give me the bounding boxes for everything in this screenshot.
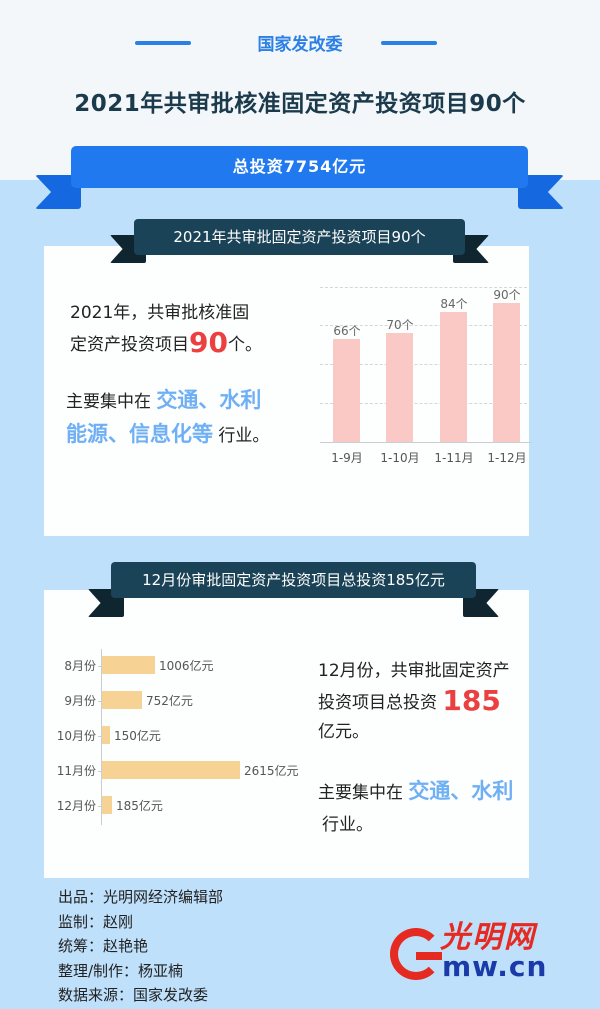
y-tick-label: 12月份 [56, 799, 96, 813]
bar-1-10月 [386, 333, 413, 442]
bar-12月份 [102, 796, 112, 814]
bar-8月份 [102, 656, 155, 674]
bar-9月份 [102, 691, 142, 709]
bar-value-label: 185亿元 [116, 799, 163, 813]
header-divider-left [135, 41, 191, 45]
credit-producer: 出品：光明网经济编辑部 [58, 888, 224, 906]
bar-1-9月 [333, 339, 360, 442]
bar-10月份 [102, 726, 110, 744]
project-count: 90 [189, 326, 228, 359]
credit-supervisor: 监制：赵刚 [58, 912, 134, 931]
x-tick-label: 1-9月 [331, 451, 363, 465]
bar-value-label: 66个 [333, 324, 361, 338]
bar-value-label: 752亿元 [146, 694, 193, 708]
section2-focus: 主要集中在 交通、水利 行业。 [318, 775, 513, 841]
summary-text: 定资产投资项目 [70, 335, 189, 355]
total-investment-banner: 总投资7754亿元 [71, 146, 528, 188]
bar-value-label: 2615亿元 [244, 764, 299, 778]
grid-line [320, 287, 532, 288]
bar-value-label: 84个 [440, 297, 468, 311]
focus-line1: 主要集中在 交通、水利 [66, 384, 269, 418]
section2-ribbon: 12月份审批固定资产投资项目总投资185亿元 [111, 562, 476, 598]
logo-g-icon [390, 928, 442, 980]
section1-summary: 2021年，共审批核准固 定资产投资项目90个。 [70, 298, 262, 360]
focus-line2: 能源、信息化等 行业。 [66, 418, 269, 452]
summary-text: 投资项目总投资 [318, 693, 443, 713]
grid-line [320, 403, 532, 404]
y-axis [101, 649, 102, 825]
x-tick-label: 1-12月 [487, 451, 527, 465]
section1-ribbon: 2021年共审批固定资产投资项目90个 [134, 219, 465, 255]
focus-text: 行业。 [213, 426, 270, 446]
december-investment: 185 [442, 684, 501, 717]
focus-industries: 交通、水利 [408, 779, 514, 803]
x-tick-label: 1-10月 [380, 451, 420, 465]
focus-text: 主要集中在 [318, 783, 409, 803]
focus-industries-2: 能源、信息化等 [66, 422, 213, 446]
bar-value-label: 1006亿元 [159, 659, 214, 673]
y-tick-label: 9月份 [64, 694, 96, 708]
credit-editor: 整理/制作：杨亚楠 [58, 961, 184, 980]
bar-1-12月 [493, 303, 520, 442]
y-tick [98, 806, 101, 807]
section1-focus: 主要集中在 交通、水利 能源、信息化等 行业。 [66, 384, 269, 452]
focus-industries-1: 交通、水利 [156, 388, 262, 412]
y-tick [98, 701, 101, 702]
header-divider-right [381, 41, 437, 45]
x-axis [320, 442, 532, 443]
bar-value-label: 70个 [386, 318, 414, 332]
section2-card [44, 590, 529, 878]
summary-line2: 定资产投资项目90个。 [70, 328, 262, 360]
credits: 出品：光明网经济编辑部 监制：赵刚 统筹：赵艳艳 整理/制作：杨亚楠 数据来源：… [58, 885, 223, 1008]
bar-1-11月 [440, 312, 467, 442]
bar-value-label: 90个 [493, 288, 521, 302]
summary-line1: 12月份，共审批固定资产 [318, 661, 510, 681]
summary-text: 个。 [227, 335, 262, 355]
bar-value-label: 150亿元 [114, 729, 161, 743]
y-tick-label: 10月份 [56, 729, 96, 743]
summary-line2: 投资项目总投资 185 [318, 686, 510, 718]
y-tick [98, 771, 101, 772]
monthly-investment-chart: 8月份 1006亿元 9月份 752亿元 10月份 150亿元 11月份 2615亿元 12月份… [44, 645, 304, 830]
logo-text-cn: 光明网 [440, 920, 536, 955]
header-org: 国家发改委 [257, 35, 343, 55]
bar-11月份 [102, 761, 240, 779]
grid-line [320, 325, 532, 326]
credit-coordinator: 统筹：赵艳艳 [58, 937, 149, 955]
grid-line [320, 364, 532, 365]
project-count-chart: 66个 1-9月 70个 1-10月 84个 1-11月 90个 1-12月 [320, 285, 532, 475]
x-tick-label: 1-11月 [434, 451, 474, 465]
focus-text: 行业。 [322, 815, 373, 835]
summary-line3: 亿元。 [318, 722, 369, 742]
logo-url: mw.cn [442, 950, 548, 983]
y-tick [98, 666, 101, 667]
y-tick-label: 11月份 [56, 764, 96, 778]
gmw-logo: 光明网 mw.cn [390, 910, 560, 983]
section2-summary: 12月份，共审批固定资产 投资项目总投资 185 亿元。 [318, 657, 510, 747]
focus-text: 主要集中在 [66, 392, 157, 412]
page-title: 2021年共审批核准固定资产投资项目90个 [74, 91, 526, 117]
logo-g-bar [416, 952, 442, 960]
focus-line1: 主要集中在 交通、水利 [318, 775, 513, 809]
credit-source: 数据来源：国家发改委 [58, 986, 209, 1004]
y-tick-label: 8月份 [64, 659, 96, 673]
y-tick [98, 736, 101, 737]
summary-line1: 2021年，共审批核准固 [70, 303, 250, 323]
